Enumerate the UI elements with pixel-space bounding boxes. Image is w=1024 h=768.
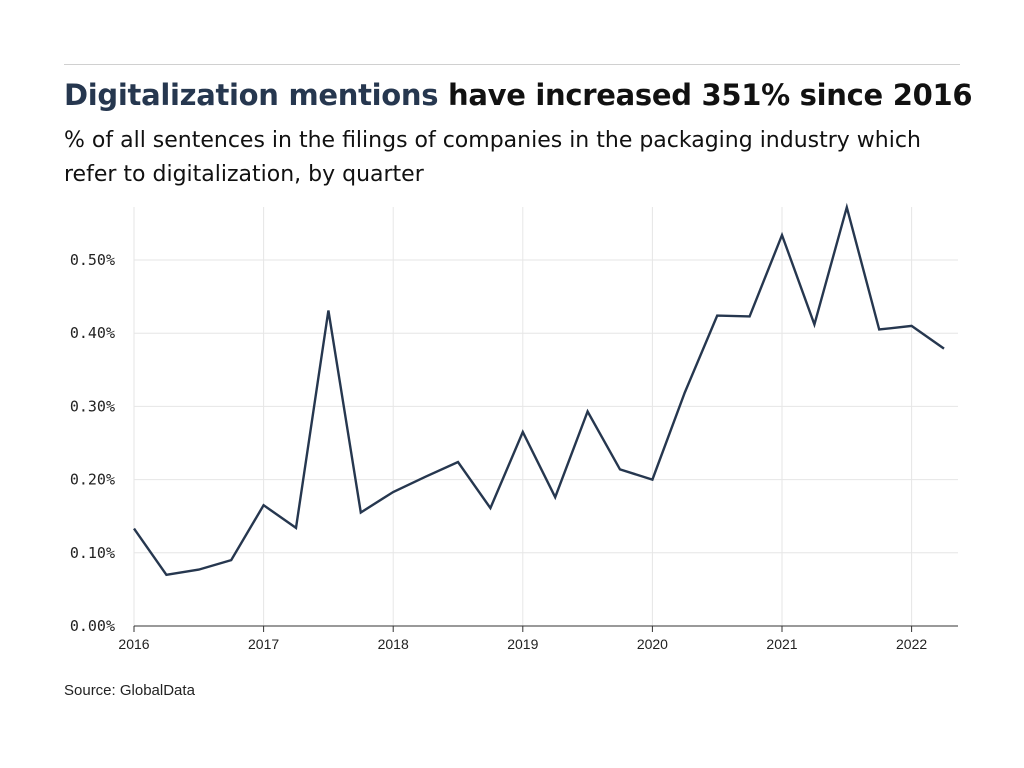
chart-title-rest: have increased 351% since 2016 <box>438 78 973 112</box>
top-divider <box>64 64 960 65</box>
x-tick-label: 2021 <box>766 636 797 652</box>
y-tick-label: 0.50% <box>70 251 115 269</box>
x-tick-label: 2020 <box>637 636 668 652</box>
y-tick-label: 0.00% <box>70 617 115 635</box>
y-tick-label: 0.40% <box>70 324 115 342</box>
chart-title: Digitalization mentions have increased 3… <box>64 78 973 112</box>
x-tick-label: 2019 <box>507 636 538 652</box>
chart-subtitle: % of all sentences in the filings of com… <box>64 128 921 187</box>
x-tick-label: 2018 <box>378 636 409 652</box>
series-line <box>133 202 945 577</box>
source-note: Source: GlobalData <box>64 682 195 699</box>
chart-title-highlight: Digitalization mentions <box>64 78 439 112</box>
y-tick-label: 0.20% <box>70 471 115 489</box>
y-tick-label: 0.30% <box>70 397 115 415</box>
y-tick-label: 0.10% <box>70 544 115 562</box>
x-tick-label: 2022 <box>896 636 927 652</box>
x-tick-label: 2016 <box>118 636 149 652</box>
x-tick-label: 2017 <box>248 636 279 652</box>
